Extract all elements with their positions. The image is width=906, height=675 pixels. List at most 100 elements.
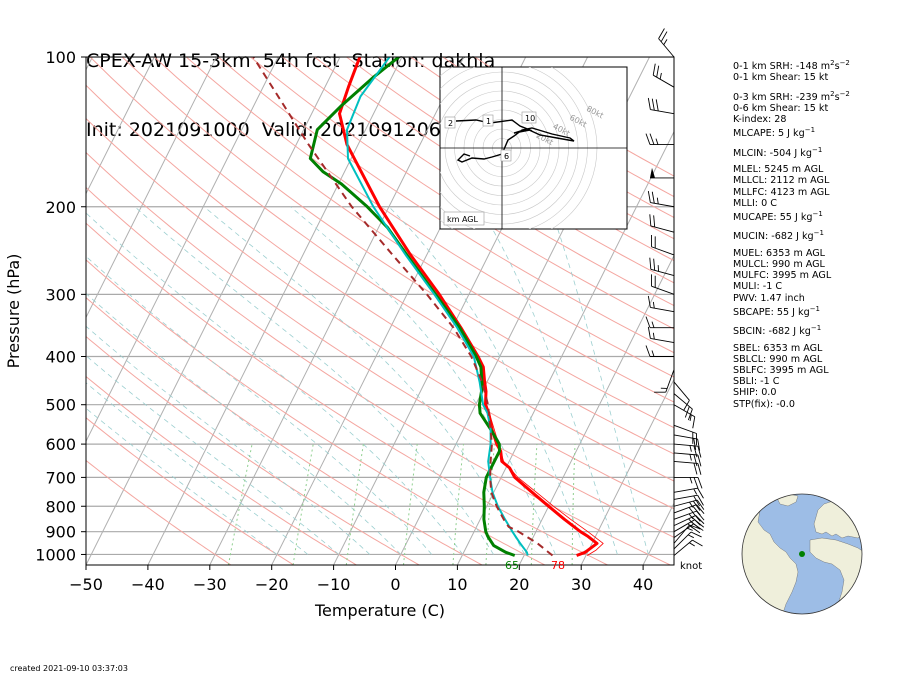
wind-barb bbox=[674, 476, 703, 489]
wind-barb bbox=[673, 460, 702, 475]
stability-index-row: MLLI: 0 C bbox=[733, 198, 850, 209]
wind-barb bbox=[650, 274, 675, 295]
station-marker bbox=[799, 551, 805, 557]
stability-index-row: STP(fix): -0.0 bbox=[733, 399, 850, 410]
wind-barb-half-flag bbox=[660, 387, 668, 389]
wind-barb-full-flag bbox=[683, 400, 690, 411]
wind-barb bbox=[673, 381, 690, 411]
x-axis-label: Temperature (C) bbox=[314, 601, 445, 620]
wind-barb bbox=[654, 369, 675, 393]
mixing-ratio-line bbox=[227, 443, 253, 565]
stability-index-row: SBCAPE: 55 J kg−1 bbox=[733, 304, 850, 318]
stability-index-text: MUCIN: -682 J kg bbox=[733, 231, 814, 243]
wind-barb-half-flag bbox=[651, 350, 655, 357]
x-tick-label: −50 bbox=[69, 575, 103, 594]
stability-index-exponent: −1 bbox=[809, 304, 821, 313]
wind-barb-full-flag bbox=[697, 477, 703, 489]
wind-barb-full-flag bbox=[655, 99, 659, 111]
wind-barb-full-flag bbox=[653, 258, 656, 271]
moist-adiabat-line bbox=[86, 255, 433, 555]
wind-barb-full-flag bbox=[656, 65, 660, 78]
wind-barb-full-flag bbox=[697, 487, 704, 499]
wind-barb-full-flag bbox=[697, 446, 702, 458]
stability-index-text: SHIP: 0.0 bbox=[733, 387, 777, 399]
wind-barb-half-flag bbox=[688, 513, 694, 520]
stability-index-row: MULI: -1 C bbox=[733, 281, 850, 292]
wind-barb-full-flag bbox=[653, 215, 656, 228]
stability-index-row: MLEL: 5245 m AGL bbox=[733, 164, 850, 175]
x-tick-label: 30 bbox=[571, 575, 591, 594]
stability-index-text: 0-6 km Shear: 15 kt bbox=[733, 102, 829, 114]
stability-index-text: MLLI: 0 C bbox=[733, 197, 777, 209]
wind-barb-full-flag bbox=[647, 97, 651, 110]
isotherm-line bbox=[518, 254, 674, 565]
moist-adiabat-line bbox=[290, 206, 556, 555]
dry-adiabat-line bbox=[217, 57, 674, 354]
wind-barb-full-flag bbox=[647, 326, 651, 339]
wind-barb-full-flag bbox=[650, 235, 652, 247]
stability-index-row: MUCIN: -682 J kg−1 bbox=[733, 228, 850, 242]
stability-index-row: SHIP: 0.0 bbox=[733, 387, 850, 398]
x-tick-label: −40 bbox=[131, 575, 165, 594]
stability-index-exponent: −1 bbox=[811, 145, 823, 154]
stability-index-row: MLLCL: 2112 m AGL bbox=[733, 175, 850, 186]
wind-barb-staff bbox=[673, 424, 697, 434]
stability-index-text: SBLCL: 990 m AGL bbox=[733, 353, 823, 365]
stability-index-text: MLCIN: -504 J kg bbox=[733, 147, 812, 159]
wind-barb-full-flag bbox=[658, 28, 665, 39]
wind-barb-staff bbox=[673, 443, 698, 447]
stability-index-text: MUCAPE: 55 J kg bbox=[733, 212, 813, 224]
stability-index-row: SBLI: -1 C bbox=[733, 376, 850, 387]
wind-barb-full-flag bbox=[697, 494, 704, 506]
dry-adiabat-line bbox=[314, 57, 674, 284]
dry-adiabat-line bbox=[89, 57, 674, 455]
virtual-temperature-profile bbox=[439, 294, 604, 556]
wind-barb-half-flag bbox=[689, 445, 692, 452]
wind-barb-staff bbox=[673, 452, 698, 456]
stability-index-text: MLEL: 5245 m AGL bbox=[733, 164, 824, 176]
hodograph-height-marker-box bbox=[521, 111, 537, 124]
moist-adiabat-line bbox=[203, 206, 525, 555]
wind-barb-half-flag bbox=[688, 518, 694, 524]
stability-index-text: PWV: 1.47 inch bbox=[733, 292, 805, 304]
stability-index-text: STP(fix): -0.0 bbox=[733, 398, 795, 410]
moist-adiabat-line bbox=[549, 206, 649, 555]
y-tick-label: 400 bbox=[45, 348, 76, 367]
wind-barb-half-flag bbox=[689, 501, 694, 508]
stability-index-unit: s bbox=[834, 91, 840, 103]
wind-barb-full-flag bbox=[647, 190, 651, 203]
mixing-ratio-line bbox=[485, 444, 495, 565]
stability-index-exponent: −2 bbox=[839, 89, 850, 98]
y-axis-label: Pressure (hPa) bbox=[4, 254, 23, 369]
wind-barb-full-flag bbox=[693, 454, 698, 467]
wind-barb-full-flag bbox=[692, 500, 701, 511]
wind-barb bbox=[673, 434, 701, 451]
dry-adiabat-line bbox=[153, 57, 674, 403]
stability-index-row: MLCAPE: 5 J kg−1 bbox=[733, 125, 850, 139]
moist-adiabat-line bbox=[86, 382, 309, 555]
stability-indices-panel: 0-1 km SRH: -148 m2s−2 0-1 km Shear: 15 k… bbox=[733, 58, 850, 410]
wet-bulb-temperature-profile bbox=[346, 57, 529, 556]
y-tick-label: 500 bbox=[45, 396, 76, 415]
mixing-ratio-line bbox=[345, 444, 364, 565]
stability-index-row: SBLCL: 990 m AGL bbox=[733, 354, 850, 365]
wind-barb-full-flag bbox=[660, 31, 668, 42]
surface-dewpoint-label: 65 bbox=[505, 559, 519, 572]
wind-unit-label: knot bbox=[680, 561, 702, 572]
stability-index-row: PWV: 1.47 inch bbox=[733, 293, 850, 304]
y-tick-label: 100 bbox=[45, 48, 76, 67]
stability-index-exponent: −1 bbox=[810, 324, 822, 333]
stability-index-text: MULI: -1 C bbox=[733, 281, 783, 293]
wind-barb-full-flag bbox=[690, 531, 702, 538]
x-tick-label: 0 bbox=[390, 575, 400, 594]
wind-barb-full-flag bbox=[693, 445, 698, 458]
wind-barb-full-flag bbox=[649, 133, 655, 145]
stability-index-row: SBLFC: 3995 m AGL bbox=[733, 365, 850, 376]
plot-frame bbox=[85, 56, 675, 566]
wind-barb-staff bbox=[650, 307, 675, 313]
wind-barb-full-flag bbox=[645, 316, 651, 328]
dry-adiabat-line bbox=[250, 57, 674, 330]
stability-index-text: 0-1 km SRH: -148 m bbox=[733, 61, 831, 73]
hodograph-trace bbox=[455, 119, 575, 163]
